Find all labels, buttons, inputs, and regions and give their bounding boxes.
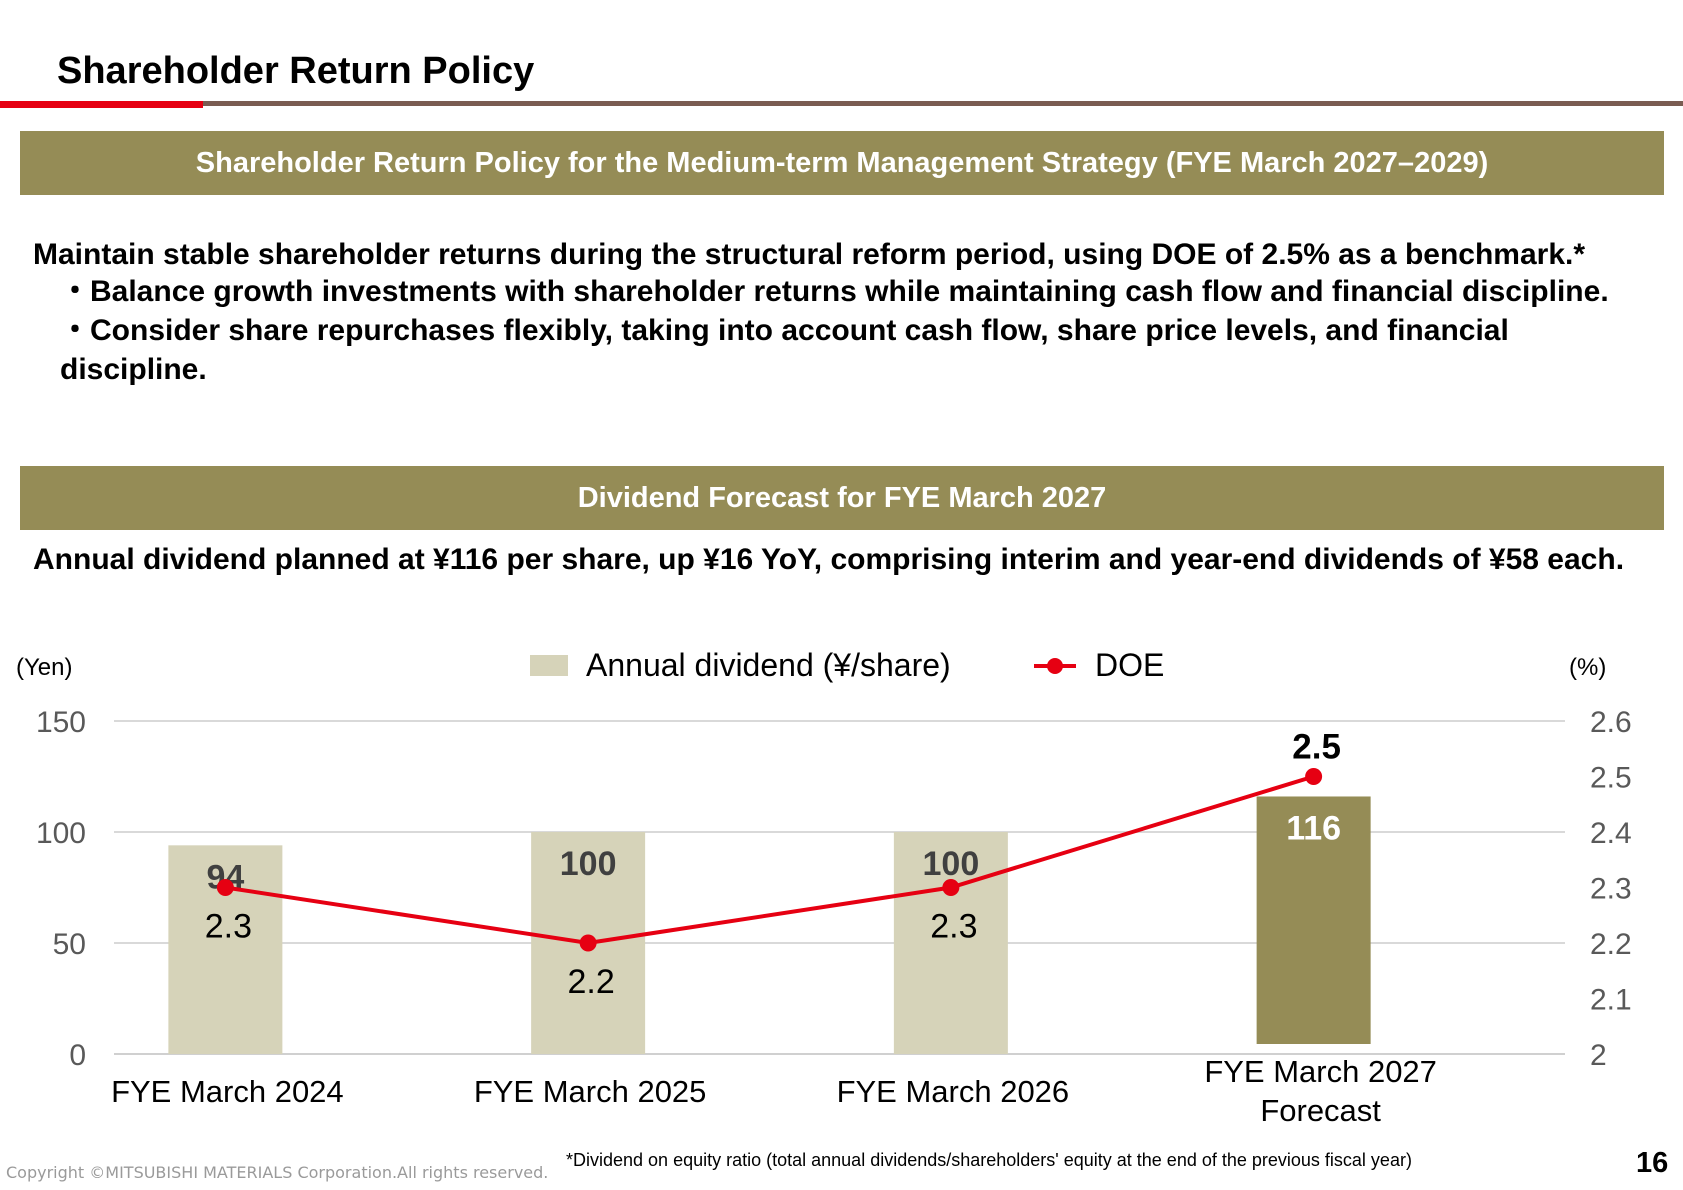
page-title: Shareholder Return Policy bbox=[57, 50, 535, 92]
dividend-doe-chart: (Yen) (%) 0 50 100 150 2 2.1 2.2 2.3 2.4 2.5 2.6 Annu… bbox=[16, 647, 1632, 1128]
y-right-tick-label: 2.1 bbox=[1590, 984, 1632, 1017]
policy-bullet-list: ・Balance growth investments with shareho… bbox=[60, 272, 1660, 389]
y-left-tick-label: 50 bbox=[53, 928, 86, 961]
title-rule bbox=[0, 101, 1683, 106]
policy-bullet: ・Balance growth investments with shareho… bbox=[60, 275, 1609, 308]
y-left-unit: (Yen) bbox=[16, 654, 72, 681]
y-right-tick-label: 2 bbox=[1590, 1039, 1607, 1072]
doe-data-label: 2.3 bbox=[930, 908, 977, 946]
dividend-bar bbox=[1256, 796, 1371, 1044]
y-right-tick-label: 2.4 bbox=[1590, 817, 1632, 850]
y-right-tick-label: 2.5 bbox=[1590, 762, 1632, 795]
doe-data-label: 2.2 bbox=[567, 963, 614, 1001]
x-category-label: FYE March 2026 bbox=[837, 1074, 1070, 1109]
doe-data-label: 2.3 bbox=[205, 908, 252, 946]
y-right-tick-label: 2.6 bbox=[1590, 706, 1632, 739]
legend-label-doe: DOE bbox=[1095, 647, 1164, 683]
x-category-label: FYE March 2024 bbox=[111, 1074, 344, 1109]
doe-marker bbox=[216, 879, 234, 896]
dividend-bar-label: 100 bbox=[560, 845, 617, 883]
dividend-band: Dividend Forecast for FYE March 2027 bbox=[20, 466, 1664, 530]
legend-label-dividend: Annual dividend (¥/share) bbox=[586, 647, 951, 683]
doe-marker bbox=[579, 934, 597, 952]
y-right-unit: (%) bbox=[1569, 654, 1606, 681]
policy-lead-text: Maintain stable shareholder returns duri… bbox=[33, 238, 1586, 271]
x-category-label: FYE March 2025 bbox=[474, 1074, 707, 1109]
legend-swatch-dividend bbox=[530, 655, 568, 676]
dividend-bar-label: 116 bbox=[1286, 809, 1341, 847]
doe-marker bbox=[942, 879, 960, 896]
doe-line bbox=[225, 774, 1315, 946]
y-left-tick-label: 100 bbox=[36, 817, 86, 850]
y-left-tick-label: 150 bbox=[36, 706, 86, 739]
dividend-band-title: Dividend Forecast for FYE March 2027 bbox=[577, 481, 1107, 514]
title-accent-rule bbox=[0, 101, 203, 108]
x-category-label: FYE March 2027 bbox=[1204, 1054, 1437, 1089]
dividend-summary-text: Annual dividend planned at ¥116 per shar… bbox=[33, 543, 1625, 576]
doe-data-label: 2.5 bbox=[1292, 728, 1341, 767]
doe-marker bbox=[1305, 768, 1323, 785]
dividend-bar bbox=[893, 832, 1008, 1054]
page-number: 16 bbox=[1636, 1147, 1669, 1179]
y-right-tick-label: 2.3 bbox=[1590, 873, 1632, 906]
policy-bullet: ・Consider share repurchases flexibly, ta… bbox=[60, 314, 1509, 386]
dividend-bar-label: 100 bbox=[923, 845, 980, 883]
legend-swatch-doe-marker bbox=[1047, 658, 1063, 674]
footnote: *Dividend on equity ratio (total annual … bbox=[566, 1150, 1412, 1170]
policy-band-title: Shareholder Return Policy for the Medium… bbox=[195, 146, 1489, 179]
copyright-notice: Copyright ©MITSUBISHI MATERIALS Corporat… bbox=[6, 1163, 549, 1182]
x-category-label: Forecast bbox=[1260, 1093, 1381, 1128]
policy-band: Shareholder Return Policy for the Medium… bbox=[20, 131, 1664, 195]
y-right-tick-label: 2.2 bbox=[1590, 928, 1632, 961]
y-left-tick-label: 0 bbox=[69, 1039, 86, 1072]
